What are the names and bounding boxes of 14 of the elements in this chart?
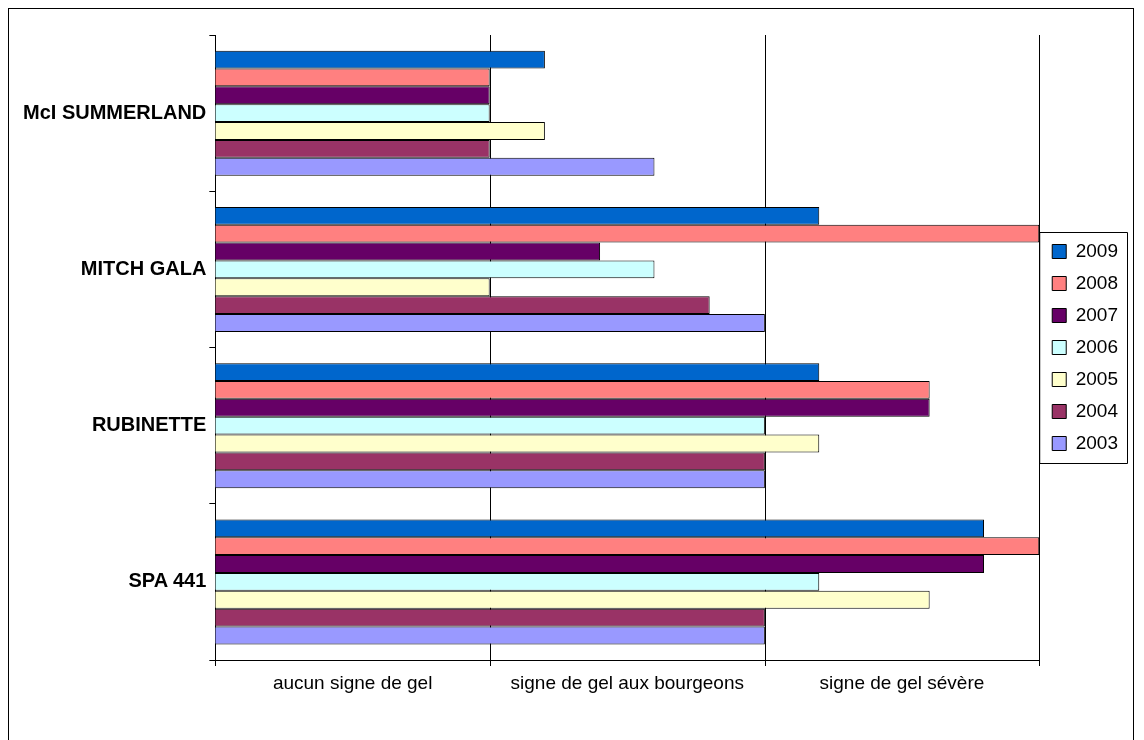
legend-label: 2008 [1075, 271, 1119, 293]
legend-label: 2009 [1075, 239, 1119, 261]
y-tick-label: McI SUMMERLAND [22, 100, 207, 123]
text: aucun signe de gel [272, 671, 433, 693]
legend-label: 2006 [1075, 335, 1119, 357]
legend-label: 2003 [1075, 431, 1119, 453]
legend-label: 2007 [1075, 303, 1119, 325]
y-tick-label: SPA 441 [128, 569, 207, 592]
y-tick-label: RUBINETTE [91, 413, 207, 436]
y-tick-label: MITCH GALA [80, 256, 207, 279]
legend-label: 2005 [1075, 367, 1119, 389]
text: signe de gel aux bourgeons [510, 671, 745, 693]
legend-label: 2004 [1075, 399, 1119, 421]
text: signe de gel sévère [819, 671, 985, 693]
